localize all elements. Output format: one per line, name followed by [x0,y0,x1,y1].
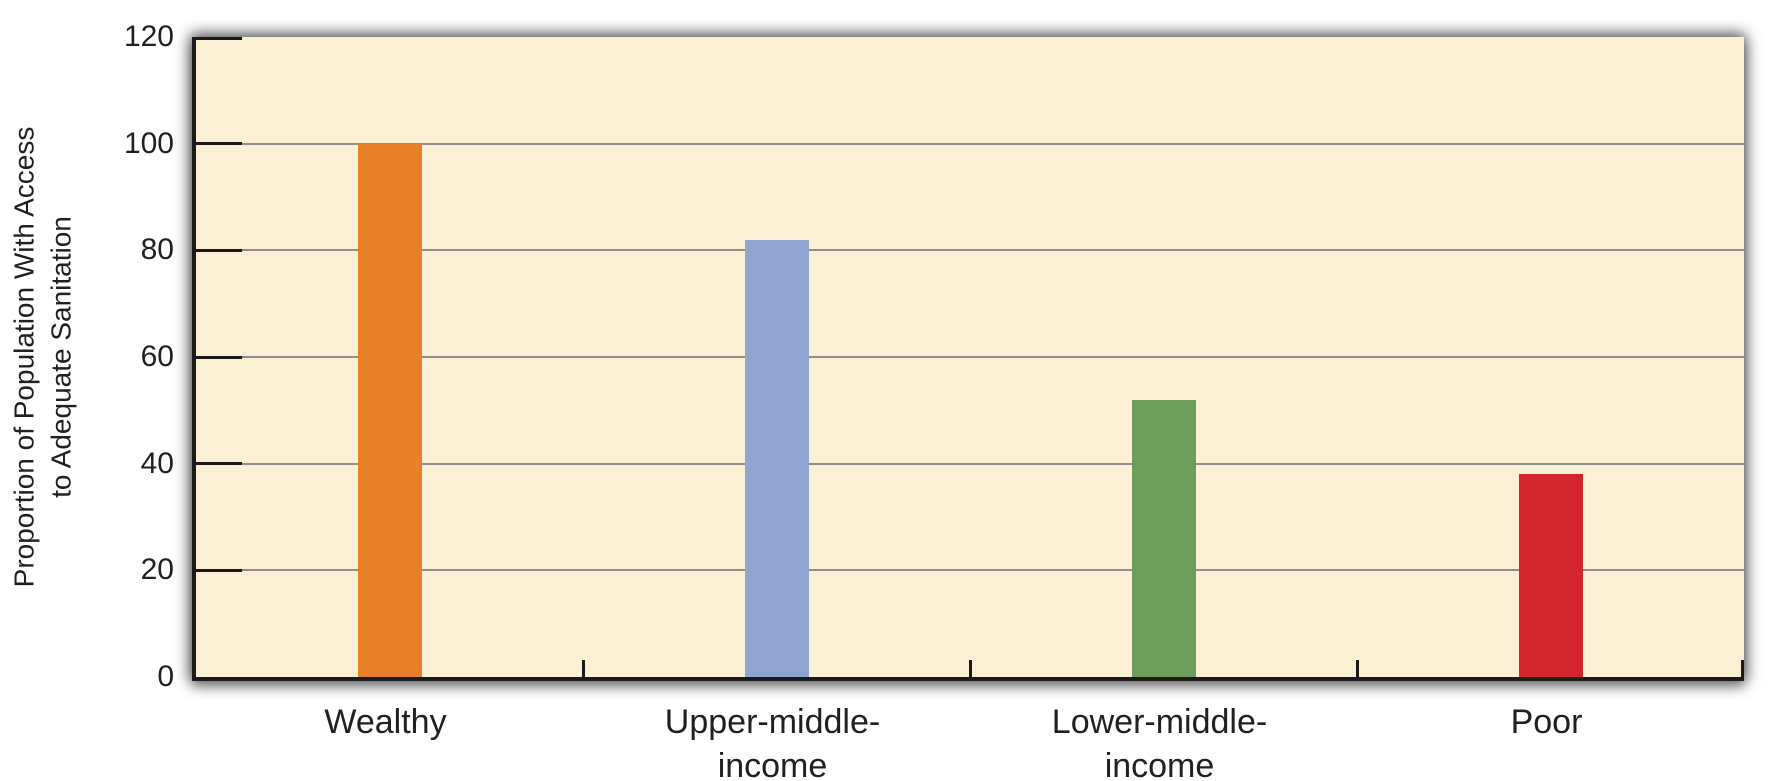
x-axis-label-upper-middle-income-line-2: income [717,747,828,781]
y-axis-tick-labels: 0 20 40 60 80 100 120 [0,20,174,693]
x-axis-tick-2 [968,660,972,677]
x-axis-tick-4 [1741,660,1744,677]
y-axis-tick-60 [196,355,242,359]
gridline-80 [196,249,1744,252]
y-axis-tick-40 [196,462,242,466]
x-axis-label-lower-middle-income: Lower-middle-income [966,700,1353,781]
plot-area [192,37,1744,681]
x-axis-label-poor-line-1: Poor [1510,703,1583,741]
y-axis-tick-80 [196,248,242,252]
y-axis-tick-120 [196,37,242,40]
x-axis-label-poor: Poor [1353,700,1740,781]
x-axis-label-upper-middle-income: Upper-middle-income [579,700,966,781]
bar-lower-middle-income [1131,399,1196,677]
x-axis-label-upper-middle-income-line-1: Upper-middle- [664,703,881,741]
y-axis-tick-20 [196,568,242,572]
gridline-20 [196,569,1744,572]
x-axis-category-labels: Wealthy Upper-middle-income Lower-middle-i… [192,700,1740,781]
y-axis-tick-label-60: 60 [140,340,174,373]
y-axis-tick-label-0: 0 [157,660,174,693]
x-axis-label-wealthy-line-1: Wealthy [324,703,447,741]
gridline-60 [196,356,1744,358]
y-axis-tick-label-20: 20 [140,553,174,587]
y-axis-tick-100 [196,142,242,146]
bar-upper-middle-income [744,239,809,677]
x-axis-label-lower-middle-income-line-2: income [1104,747,1215,781]
y-axis-tick-label-100: 100 [123,126,174,160]
bar-poor [1518,474,1583,677]
gridline-40 [196,462,1744,465]
bar-wealthy [357,143,422,677]
x-axis-tick-1 [581,660,585,677]
y-axis-tick-label-80: 80 [140,233,174,267]
y-axis-tick-label-120: 120 [123,20,174,53]
x-axis-label-lower-middle-income-line-1: Lower-middle- [1051,703,1268,741]
x-axis-tick-3 [1355,660,1359,677]
y-axis-tick-label-40: 40 [140,446,174,480]
x-axis-label-wealthy: Wealthy [192,700,579,781]
gridline-100 [196,142,1744,145]
